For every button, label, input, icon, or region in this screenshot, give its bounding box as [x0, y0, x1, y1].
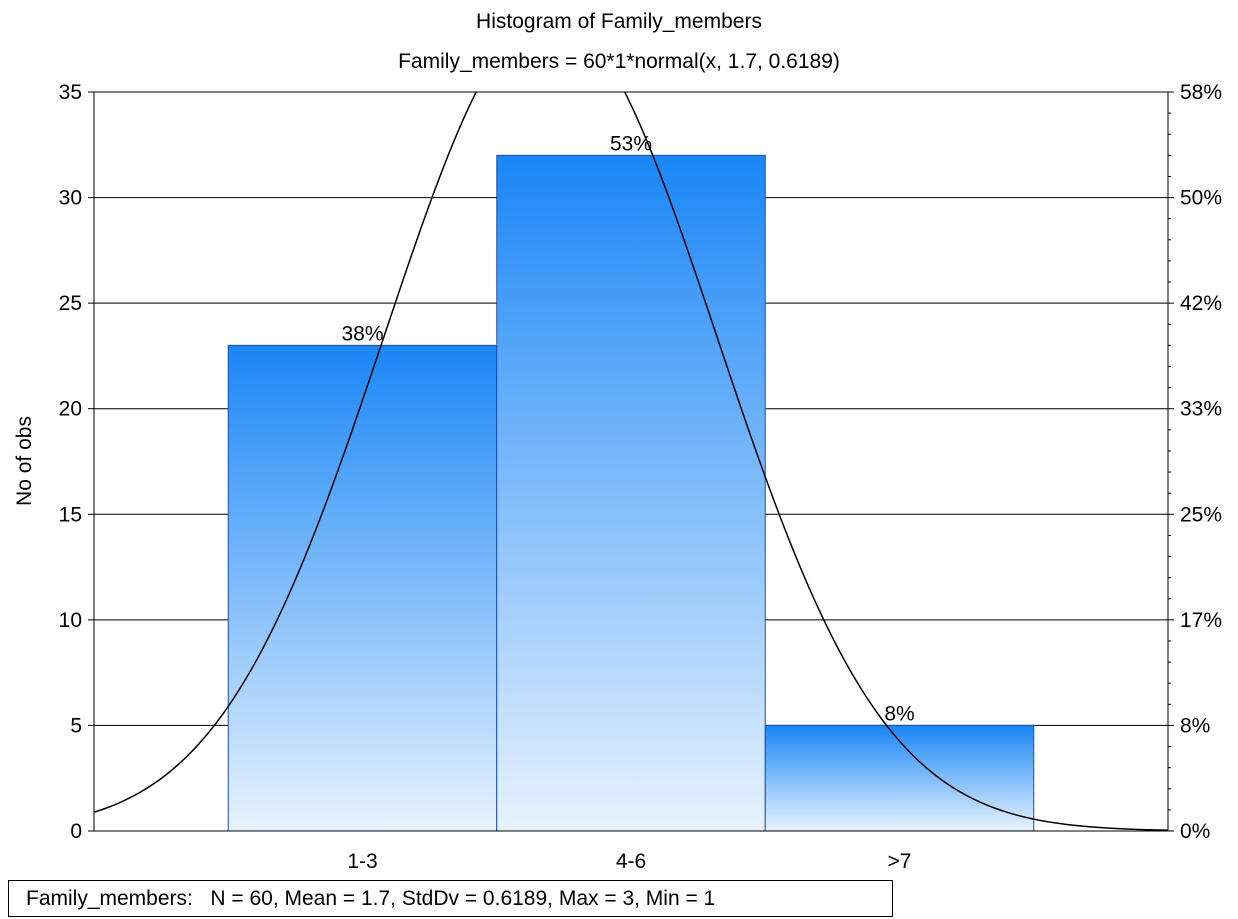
- y-axis-right: 0% 8% 17% 25% 33% 42% 50% 58%: [1168, 81, 1222, 843]
- y2-tick-label: 8%: [1180, 714, 1210, 737]
- y2-tick-label: 42%: [1180, 292, 1222, 315]
- histogram-chart: Histogram of Family_members Family_membe…: [13, 10, 1222, 873]
- y2-tick-label: 25%: [1180, 503, 1222, 526]
- normal-fit: [94, 92, 1168, 831]
- bar-1-3: [227, 344, 498, 832]
- stats-box: Family_members: N = 60, Mean = 1.7, StdD…: [8, 880, 893, 917]
- y-tick-label: 20: [59, 398, 82, 421]
- bar-label: 53%: [610, 132, 652, 155]
- y-tick-label: 15: [59, 503, 82, 526]
- y-tick-label: 0: [70, 820, 82, 843]
- y-tick-label: 25: [59, 292, 82, 315]
- y-axis-label: No of obs: [13, 416, 36, 506]
- x-tick-label: >7: [888, 850, 912, 873]
- y2-tick-label: 50%: [1180, 187, 1222, 210]
- bar-labels: 38% 53% 8%: [341, 132, 914, 725]
- x-tick-label: 4-6: [616, 850, 646, 873]
- chart-title: Histogram of Family_members: [476, 10, 762, 33]
- chart-subtitle: Family_members = 60*1*normal(x, 1.7, 0.6…: [398, 50, 840, 73]
- plot-frame: [93, 91, 1169, 832]
- y2-tick-label: 33%: [1180, 398, 1222, 421]
- normal-fit-curve: [94, 92, 1168, 831]
- y-tick-label: 5: [70, 714, 82, 737]
- y-axis-left: 0 5 10 15 20 25 30 35: [59, 81, 94, 843]
- bars: [227, 154, 1035, 832]
- y-tick-label: 35: [59, 81, 82, 104]
- x-tick-label: 1-3: [347, 850, 377, 873]
- y2-tick-label: 58%: [1180, 81, 1222, 104]
- bar-label: 38%: [341, 322, 383, 345]
- bar-4-6: [496, 154, 766, 832]
- y2-tick-label: 17%: [1180, 609, 1222, 632]
- x-axis: 1-3 4-6 >7: [347, 850, 911, 873]
- y-tick-label: 30: [59, 187, 82, 210]
- y-tick-label: 10: [59, 609, 82, 632]
- y2-tick-label: 0%: [1180, 820, 1210, 843]
- bar-label: 8%: [884, 702, 914, 725]
